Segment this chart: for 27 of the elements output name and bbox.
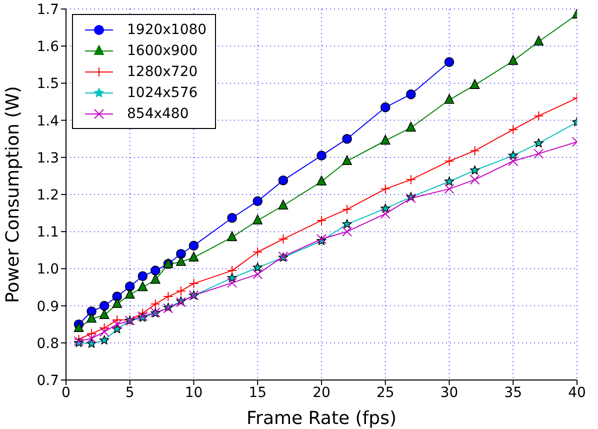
legend-label: 1920x1080: [127, 22, 207, 38]
y-tick-label: 1.4: [36, 113, 60, 130]
x-tick-label: 10: [184, 384, 203, 401]
y-tick-label: 1.1: [36, 224, 59, 241]
legend-label: 1600x900: [127, 42, 198, 58]
legend-label: 1280x720: [127, 64, 198, 80]
x-tick-label: 40: [568, 384, 586, 401]
y-tick-label: 1.7: [36, 2, 59, 18]
y-tick-label: 1.5: [36, 76, 59, 92]
x-tick-label: 25: [376, 384, 394, 401]
x-tick-label: 15: [248, 384, 267, 401]
x-axis-title: Frame Rate (fps): [246, 408, 396, 429]
y-tick-label: 0.7: [36, 372, 59, 389]
legend-label: 1024x576: [127, 84, 198, 100]
y-axis-title: Power Consumption (W): [2, 86, 24, 303]
y-tick-label: 1.6: [36, 39, 60, 56]
legend-label: 854x480: [127, 106, 189, 122]
y-tick-label: 0.9: [36, 298, 59, 315]
x-tick-label: 30: [440, 384, 458, 401]
x-tick-label: 35: [504, 384, 522, 401]
y-tick-label: 1.0: [36, 262, 59, 278]
y-tick-label: 1.2: [36, 187, 59, 204]
x-tick-label: 0: [62, 384, 70, 401]
y-tick-label: 0.8: [36, 336, 59, 352]
y-tick-label: 1.3: [36, 150, 59, 166]
x-tick-label: 5: [125, 384, 134, 401]
x-tick-label: 20: [312, 384, 330, 401]
